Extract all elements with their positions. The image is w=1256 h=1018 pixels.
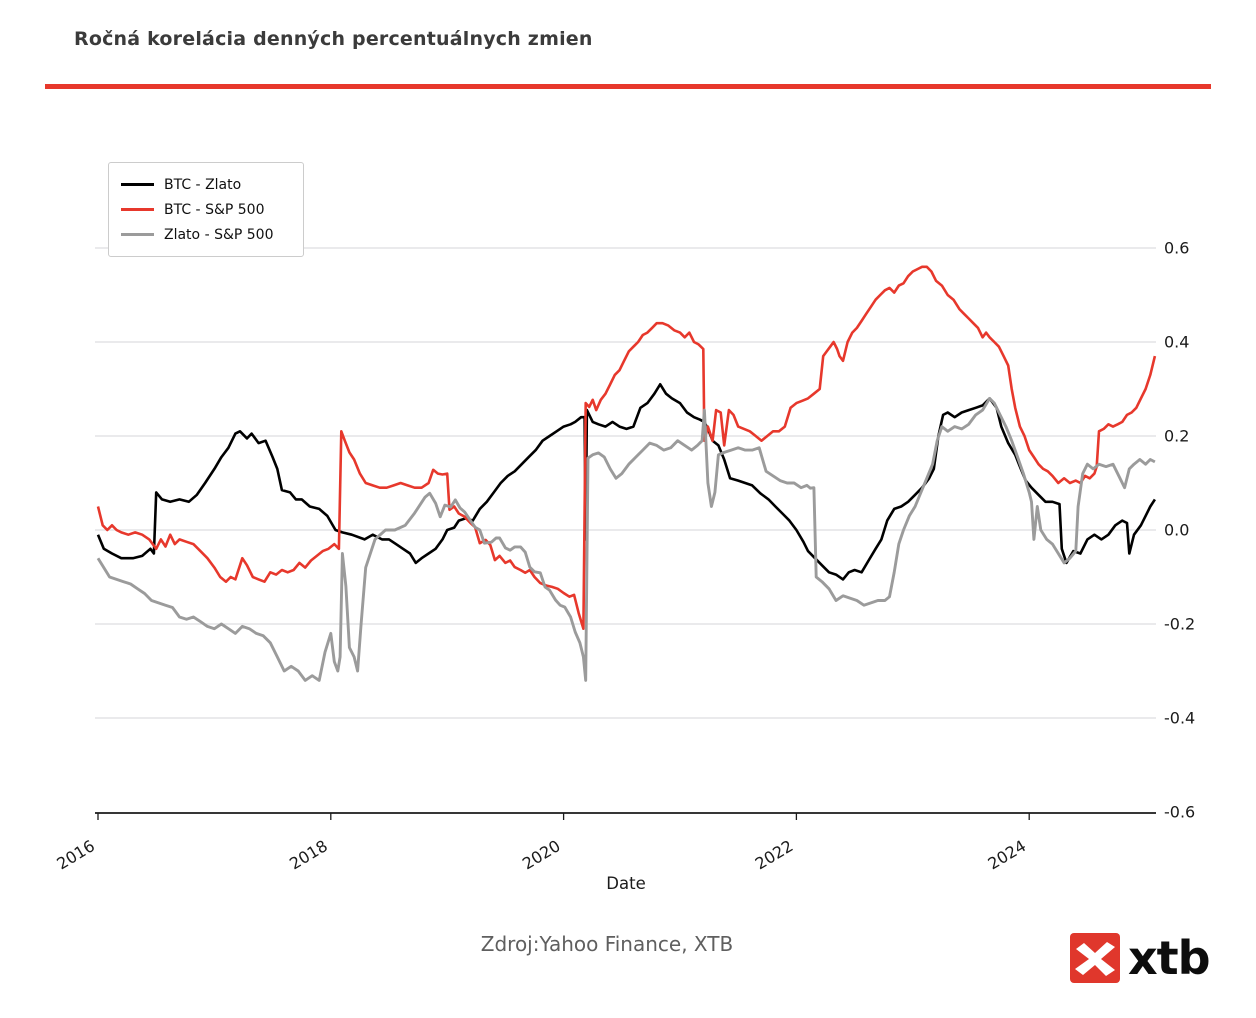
series-line-zlato-s-p-500	[96, 396, 1156, 682]
series-line-btc-zlato	[96, 382, 1156, 581]
legend-label: Zlato - S&P 500	[164, 226, 274, 243]
series-lines	[96, 265, 1157, 682]
legend-line-swatch-gray	[121, 232, 154, 237]
page-title: Ročná korelácia denných percentuálnych z…	[74, 28, 593, 50]
x-axis: 2016 2018 2020 2022 2024 Date	[53, 812, 1156, 893]
series-line-btc-s-p-500	[96, 265, 1157, 631]
legend-label: BTC - S&P 500	[164, 201, 265, 218]
legend-item-btc-sp500: BTC - S&P 500	[121, 197, 291, 222]
x-tick-label: 2018	[286, 836, 331, 873]
y-tick-label: 0.2	[1164, 427, 1189, 446]
x-tick-label: 2024	[985, 836, 1030, 873]
legend-item-btc-zlato: BTC - Zlato	[121, 172, 291, 197]
x-tick-label: 2020	[519, 836, 564, 873]
y-axis-labels: 0.6 0.4 0.2 0.0 -0.2 -0.4 -0.6	[1164, 239, 1195, 822]
xtb-wordmark: xtb	[1128, 931, 1211, 985]
legend-line-swatch-black	[121, 182, 154, 187]
xtb-x-icon	[1075, 942, 1115, 976]
y-tick-label: -0.6	[1164, 803, 1195, 822]
y-tick-label: 0.4	[1164, 333, 1189, 352]
xtb-logo: xtb	[1070, 931, 1211, 985]
legend: BTC - Zlato BTC - S&P 500 Zlato - S&P 50…	[108, 162, 304, 257]
y-tick-label: 0.0	[1164, 521, 1189, 540]
xtb-logo-mark	[1070, 933, 1120, 983]
y-tick-label: -0.4	[1164, 709, 1195, 728]
title-divider	[45, 84, 1211, 89]
legend-line-swatch-red	[121, 207, 154, 212]
x-axis-title: Date	[606, 874, 645, 893]
x-tick-label: 2022	[752, 836, 797, 873]
y-tick-label: -0.2	[1164, 615, 1195, 634]
gridlines	[95, 247, 1156, 719]
source-caption: Zdroj:Yahoo Finance, XTB	[480, 932, 734, 956]
legend-label: BTC - Zlato	[164, 176, 242, 193]
x-tick-label: 2016	[53, 836, 98, 873]
legend-item-zlato-sp500: Zlato - S&P 500	[121, 222, 291, 247]
y-tick-label: 0.6	[1164, 239, 1189, 258]
